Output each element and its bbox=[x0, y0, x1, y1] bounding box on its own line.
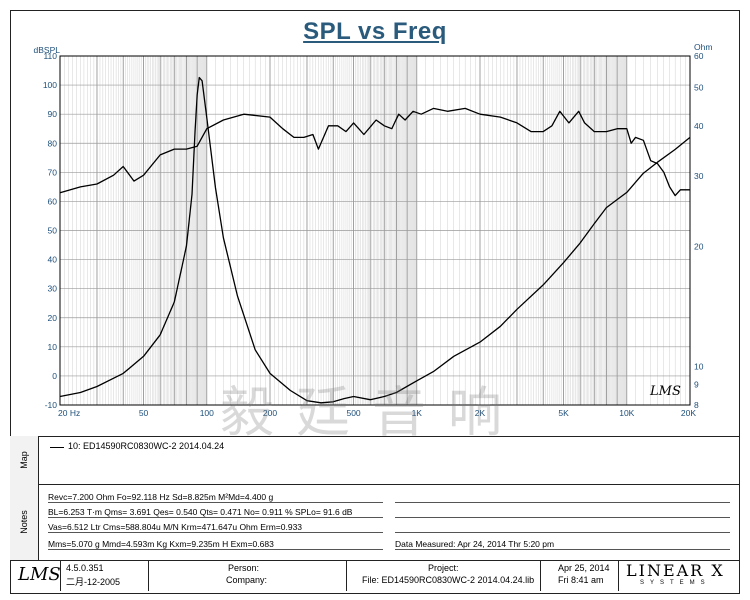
x-tick-label: 1K bbox=[412, 408, 423, 418]
y-tick-label-right: 60 bbox=[694, 51, 704, 61]
watermark: 毅廷音响 bbox=[220, 381, 524, 444]
note-underline bbox=[48, 517, 383, 518]
y-tick-label-left: 100 bbox=[43, 80, 57, 90]
footer-row bbox=[10, 560, 740, 592]
footer-date: Apr 25, 2014 bbox=[558, 563, 610, 573]
legend-entry: 10: ED14590RC0830WC-2 2014.04.24 bbox=[68, 441, 225, 451]
y-tick-label-left: 20 bbox=[48, 313, 58, 323]
linearx-logo-sub: SYSTEMS bbox=[640, 580, 711, 586]
y-axis-label-right: Ohm bbox=[694, 42, 712, 52]
footer-divider bbox=[618, 560, 619, 591]
y-tick-label-right: 50 bbox=[694, 83, 704, 93]
footer-time: Fri 8:41 am bbox=[558, 575, 604, 585]
footer-build-date: 二月-12-2005 bbox=[66, 577, 121, 587]
note-underline bbox=[48, 532, 383, 533]
footer-file: File: ED14590RC0830WC-2 2014.04.24.lib bbox=[362, 575, 535, 585]
y-tick-label-left: 80 bbox=[48, 138, 58, 148]
chart-title: SPL vs Freq bbox=[303, 18, 447, 45]
y-tick-label-right: 8 bbox=[694, 400, 699, 410]
footer-divider bbox=[346, 560, 347, 591]
map-label-text: Map bbox=[19, 451, 29, 469]
note-underline bbox=[48, 502, 383, 503]
footer-project-label: Project: bbox=[428, 563, 459, 573]
note-line-1: Revc=7.200 Ohm Fo=92.118 Hz Sd=8.825m M²… bbox=[48, 492, 274, 502]
footer-divider bbox=[60, 560, 61, 591]
footer-version: 4.5.0.351 bbox=[66, 563, 104, 573]
x-tick-label: 20K bbox=[681, 408, 696, 418]
notes-side-label: Notes bbox=[10, 484, 39, 560]
note-underline bbox=[395, 502, 730, 503]
y-tick-label-left: 0 bbox=[52, 371, 57, 381]
note-underline bbox=[395, 549, 730, 550]
x-tick-label: 2K bbox=[475, 408, 486, 418]
y-tick-label-left: 40 bbox=[48, 255, 58, 265]
note-underline bbox=[395, 532, 730, 533]
lms-logo: LMS bbox=[18, 564, 61, 585]
y-tick-label-right: 10 bbox=[694, 361, 704, 371]
y-tick-label-right: 40 bbox=[694, 121, 704, 131]
y-tick-label-left: 10 bbox=[48, 342, 58, 352]
note-measured: Data Measured: Apr 24, 2014 Thr 5:20 pm bbox=[395, 539, 555, 549]
map-row bbox=[10, 436, 740, 485]
x-tick-label: 10K bbox=[619, 408, 634, 418]
footer-person-label: Person: bbox=[228, 563, 260, 573]
footer-divider bbox=[540, 560, 541, 591]
y-tick-label-left: 70 bbox=[48, 167, 58, 177]
y-tick-label-left: 110 bbox=[43, 51, 57, 61]
y-tick-label-left: 60 bbox=[48, 196, 58, 206]
y-tick-label-left: 90 bbox=[48, 109, 58, 119]
y-tick-label-left: -10 bbox=[45, 400, 58, 410]
chart-lms-mark: LMS bbox=[649, 384, 681, 399]
note-line-3: Vas=6.512 Ltr Cms=588.804u M/N Krm=471.6… bbox=[48, 522, 303, 532]
footer-company-label: Company: bbox=[226, 575, 268, 585]
y-tick-label-left: 50 bbox=[48, 226, 58, 236]
note-underline bbox=[48, 549, 383, 550]
y-tick-label-right: 9 bbox=[694, 380, 699, 390]
notes-row bbox=[10, 484, 740, 561]
y-axis-label-left: dBSPL bbox=[34, 45, 61, 55]
footer-divider bbox=[148, 560, 149, 591]
legend-line-swatch bbox=[50, 447, 64, 448]
x-tick-label: 50 bbox=[139, 408, 149, 418]
plot-border bbox=[59, 55, 691, 406]
spl-curve bbox=[59, 107, 690, 197]
notes-label-text: Notes bbox=[19, 510, 29, 534]
x-tick-label: 5K bbox=[558, 408, 569, 418]
y-tick-label-right: 20 bbox=[694, 241, 704, 251]
note-line-2: BL=6.253 T·m Qms= 3.691 Qes= 0.540 Qts= … bbox=[48, 507, 353, 517]
note-underline bbox=[395, 517, 730, 518]
y-tick-label-right: 30 bbox=[694, 171, 704, 181]
x-tick-label: 100 bbox=[200, 408, 214, 418]
map-side-label: Map bbox=[10, 436, 39, 484]
x-tick-label: 500 bbox=[346, 408, 360, 418]
note-line-4: Mms=5.070 g Mmd=4.593m Kg Kxm=9.235m H E… bbox=[48, 539, 274, 549]
impedance-curve bbox=[59, 76, 691, 404]
y-tick-label-left: 30 bbox=[48, 284, 58, 294]
x-tick-label: 20 Hz bbox=[58, 408, 80, 418]
x-tick-label: 200 bbox=[263, 408, 277, 418]
linearx-logo: LINEAR X bbox=[626, 561, 725, 580]
